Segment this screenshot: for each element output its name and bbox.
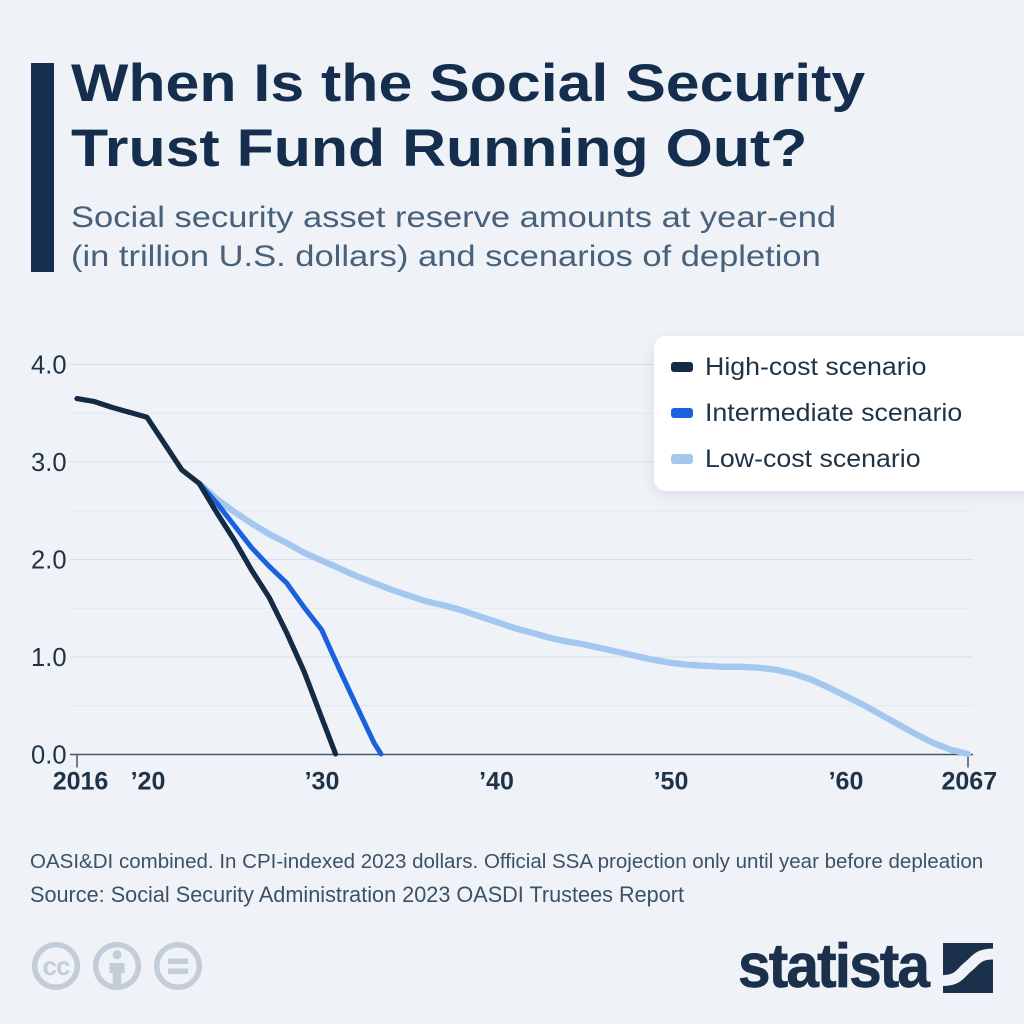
svg-text:1.0: 1.0	[31, 644, 66, 672]
svg-text:’40: ’40	[479, 767, 514, 795]
svg-text:’20: ’20	[131, 767, 166, 795]
svg-text:3.0: 3.0	[31, 449, 66, 477]
svg-text:2016: 2016	[53, 767, 109, 795]
svg-text:4.0: 4.0	[31, 352, 66, 380]
svg-text:2.0: 2.0	[31, 547, 66, 575]
svg-text:’30: ’30	[305, 767, 340, 795]
svg-text:’60: ’60	[829, 767, 864, 795]
svg-text:2067: 2067	[941, 767, 997, 795]
svg-text:0.0: 0.0	[31, 742, 66, 770]
svg-text:cc: cc	[43, 951, 70, 981]
svg-text:’50: ’50	[654, 767, 689, 795]
